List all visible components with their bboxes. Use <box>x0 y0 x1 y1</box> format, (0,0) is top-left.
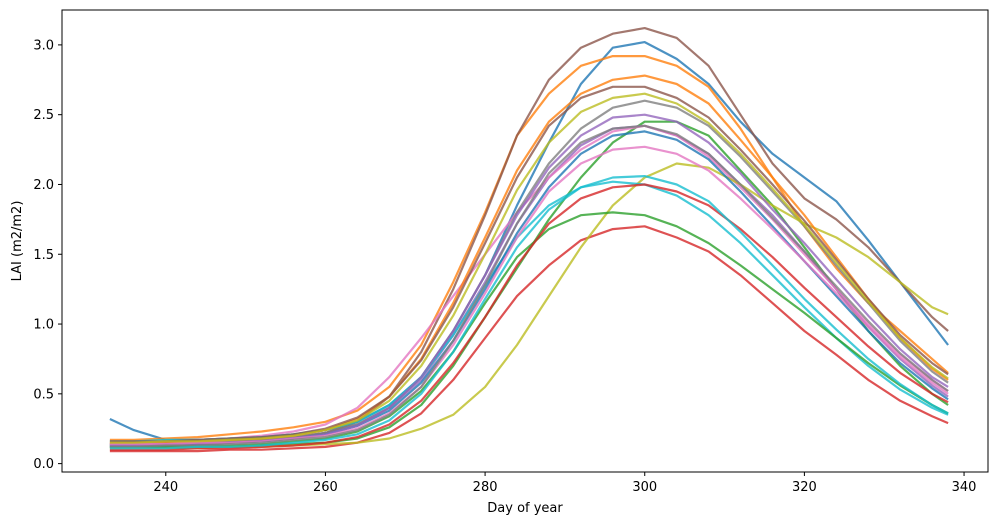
y-tick-label: 2.0 <box>33 178 54 193</box>
series-line-16 <box>109 85 949 443</box>
series-line-11 <box>109 130 949 447</box>
series-line-12 <box>109 74 949 444</box>
series-line-1 <box>109 40 949 441</box>
y-tick-label: 2.5 <box>33 108 54 123</box>
plot-frame <box>61 9 989 473</box>
y-axis: 0.0 0.5 1.0 1.5 2.0 2.5 3.0 <box>33 38 62 472</box>
x-tick-label: 320 <box>792 480 817 495</box>
x-tick-label: 260 <box>313 480 338 495</box>
series-lines <box>109 27 949 453</box>
series-line-4 <box>109 225 949 453</box>
x-axis-label: Day of year <box>487 501 563 516</box>
series-line-19 <box>109 92 949 444</box>
x-axis: 240 260 280 300 320 340 <box>153 472 976 495</box>
series-line-17 <box>109 145 949 446</box>
series-line-20 <box>109 175 949 450</box>
y-axis-label: LAI (m2/m2) <box>10 201 25 282</box>
series-line-8 <box>109 99 949 446</box>
x-tick-label: 300 <box>632 480 657 495</box>
y-tick-label: 3.0 <box>33 38 54 53</box>
series-line-18 <box>109 124 949 448</box>
series-line-6 <box>109 27 949 447</box>
x-tick-label: 340 <box>952 480 977 495</box>
y-tick-label: 0.5 <box>33 387 54 402</box>
y-tick-label: 1.5 <box>33 248 54 263</box>
x-tick-label: 280 <box>473 480 498 495</box>
x-tick-label: 240 <box>153 480 178 495</box>
series-line-14 <box>109 183 949 451</box>
y-tick-label: 0.0 <box>33 457 54 472</box>
y-tick-label: 1.0 <box>33 318 54 333</box>
